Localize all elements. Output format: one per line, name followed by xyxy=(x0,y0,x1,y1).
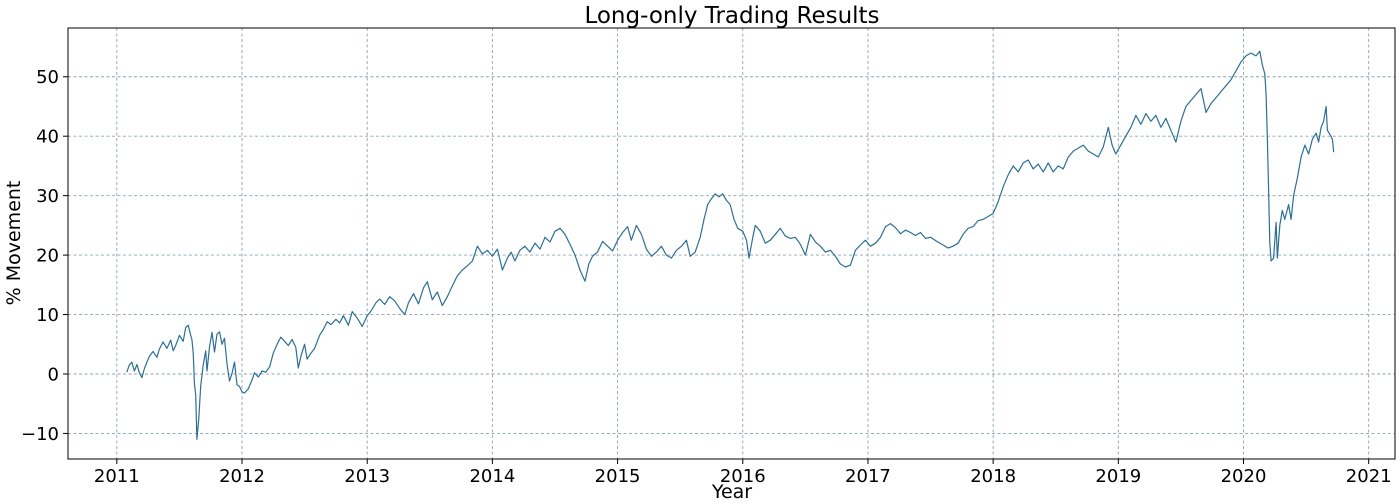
y-tick-label: 10 xyxy=(36,305,59,326)
series-layer xyxy=(126,50,1335,440)
x-axis: 2011 2012 2013 2014 2015 2016 2017 2018 2019 2020… xyxy=(94,459,1392,487)
x-tick-label: 2017 xyxy=(845,466,891,487)
y-tick-label: 40 xyxy=(36,127,59,148)
y-tick-label: −10 xyxy=(21,424,59,445)
plot-frame xyxy=(67,27,1396,460)
x-tick-label: 2011 xyxy=(94,466,140,487)
grid-lines xyxy=(68,28,1395,459)
y-tick-label: 30 xyxy=(36,186,59,207)
y-axis: −10 0 10 20 30 40 50 xyxy=(21,67,68,445)
x-tick-label: 2019 xyxy=(1095,466,1141,487)
x-tick-label: 2021 xyxy=(1346,466,1392,487)
x-tick-label: 2020 xyxy=(1221,466,1267,487)
x-tick-label: 2014 xyxy=(469,466,515,487)
x-tick-label: 2015 xyxy=(595,466,641,487)
y-tick-label: 20 xyxy=(36,246,59,267)
x-tick-label: 2018 xyxy=(970,466,1016,487)
y-tick-label: 50 xyxy=(36,67,59,88)
x-axis-title: Year xyxy=(711,481,752,503)
x-tick-label: 2012 xyxy=(219,466,265,487)
chart-title: Long-only Trading Results xyxy=(584,3,879,29)
x-tick-label: 2013 xyxy=(344,466,390,487)
y-tick-label: 0 xyxy=(48,364,59,385)
x-tick-label: 2016 xyxy=(720,466,766,487)
y-axis-title: % Movement xyxy=(3,181,25,306)
series-line xyxy=(126,50,1335,440)
